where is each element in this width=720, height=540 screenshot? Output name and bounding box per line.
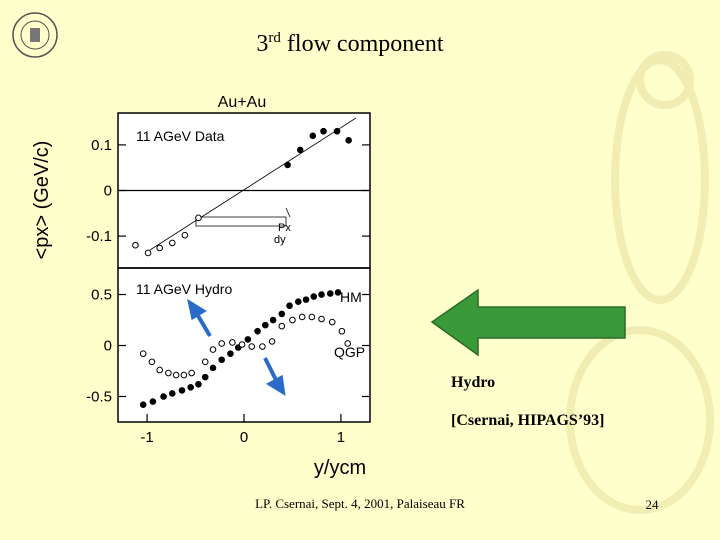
note: Hydro: [451, 374, 495, 391]
y-axis-label: <px> (GeV/c): [31, 141, 53, 260]
y-tick-label: 0: [104, 183, 112, 200]
data-point: [227, 350, 234, 357]
fit-line: [149, 117, 357, 251]
reference: [Csernai, HIPAGS’93]: [451, 412, 604, 429]
slope-box: [195, 207, 291, 227]
data-point: [160, 393, 167, 400]
data-point: [168, 239, 176, 247]
data-point: [338, 327, 346, 335]
data-point: [296, 146, 304, 154]
data-point: [269, 316, 277, 324]
data-point: [156, 244, 163, 252]
data-point: [229, 339, 236, 346]
blue-arrows: [187, 298, 286, 396]
data-point: [344, 340, 352, 347]
data-point: [180, 371, 188, 379]
page-number: 24: [646, 497, 660, 512]
annotation: 11 AGeV Data: [136, 128, 225, 144]
y-tick-label: 0: [104, 338, 112, 355]
data-point: [278, 322, 286, 330]
data-point: [201, 373, 209, 381]
data-point: [326, 290, 334, 297]
data-point: [320, 127, 327, 135]
data-point: [238, 341, 246, 348]
data-point: [310, 293, 318, 300]
owl-watermark: [566, 51, 714, 514]
title-number: 3: [256, 31, 268, 57]
data-point: [328, 318, 336, 326]
chart-title: Au+Au: [218, 94, 266, 111]
data-point: [254, 327, 261, 335]
data-point: [262, 321, 269, 329]
annotation: QGP: [334, 344, 365, 360]
data-point: [244, 336, 252, 343]
x-tick-label: 0: [240, 429, 248, 446]
data-point: [284, 161, 291, 169]
x-tick-label: 1: [337, 429, 345, 446]
data-point: [139, 401, 147, 408]
data-point: [139, 350, 147, 357]
data-point: [172, 371, 180, 379]
university-logo: [12, 12, 58, 58]
data-point: [188, 369, 195, 377]
title-superscript: rd: [268, 30, 281, 46]
data-point: [148, 358, 156, 366]
data-point: [259, 343, 266, 350]
plots: 0.1 0 -0.1 Au+Au <px> (GeV/c) 11 AGeV Data Pxd…: [31, 94, 371, 479]
data-point: [156, 366, 163, 374]
data-point: [333, 127, 341, 135]
data-point: [187, 384, 194, 391]
slide-title: 3rd flow component: [256, 30, 443, 57]
data-point: [302, 296, 310, 303]
data-point: [195, 214, 202, 222]
data-point: [168, 390, 176, 397]
data-point: [218, 356, 226, 364]
data-point: [181, 231, 189, 239]
data-point: [268, 338, 276, 345]
data-point: [248, 343, 256, 350]
x-tick-label: -1: [140, 429, 153, 446]
data-point: [132, 241, 139, 249]
footer-box: LP. Csernai, Sept. 4, 2001, Palaiseau FR: [255, 496, 465, 511]
footer: LP. Csernai, Sept. 4, 2001, Palaiseau FR: [255, 496, 465, 511]
data-point: [309, 132, 317, 140]
data-point: [334, 289, 342, 296]
y-tick-label: 0.1: [91, 137, 112, 154]
data-point: [298, 313, 306, 321]
annotation: Px: [278, 222, 291, 234]
title-text: flow component: [287, 31, 444, 57]
data-point: [318, 291, 325, 298]
data-point: [144, 249, 152, 257]
data-point: [165, 369, 172, 377]
x-axis-label: y/ycm: [314, 457, 366, 479]
data-point: [218, 340, 226, 347]
data-point: [286, 302, 293, 310]
green-arrow: [430, 288, 626, 357]
data-point: [201, 358, 209, 366]
y-tick-label: -0.1: [86, 228, 112, 245]
data-point: [318, 315, 325, 323]
annotation: 11 AGeV Hydro: [136, 281, 232, 297]
data-point: [278, 310, 286, 318]
data-point: [209, 346, 217, 353]
data-point: [178, 387, 186, 394]
data-point: [345, 137, 352, 144]
data-point: [308, 313, 316, 321]
data-point: [149, 398, 157, 405]
y-tick-label: -0.5: [86, 389, 112, 406]
annotation: dy: [274, 234, 286, 246]
y-tick-label: 0.5: [91, 287, 112, 304]
annotation: HM: [340, 289, 362, 305]
data-point: [289, 316, 296, 324]
data-point: [209, 364, 217, 372]
data-point: [294, 298, 302, 305]
data-point: [195, 380, 202, 388]
